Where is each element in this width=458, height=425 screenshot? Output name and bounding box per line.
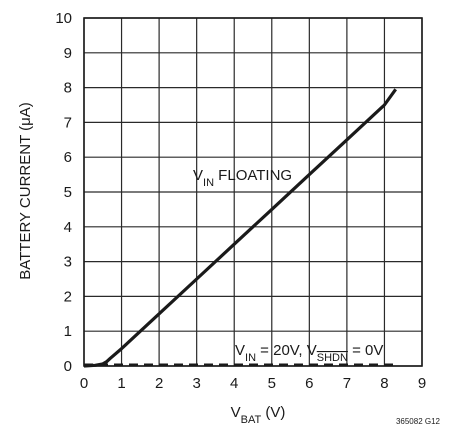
- x-tick-label: 4: [230, 375, 238, 392]
- x-axis-title: VBAT (V): [231, 404, 286, 425]
- grid: [83, 17, 423, 367]
- x-tick-label: 6: [305, 375, 313, 392]
- x-tick-label: 0: [80, 375, 88, 392]
- series-line-vin-floating: [83, 88, 397, 368]
- y-tick-label: 2: [64, 288, 72, 305]
- series-layer: [83, 88, 397, 368]
- y-tick-label: 10: [55, 10, 72, 27]
- y-tick-label: 7: [64, 114, 72, 131]
- x-tick-label: 2: [155, 375, 163, 392]
- y-tick-labels: 0 1 2 3 4 5 6 7 8 9 10: [55, 10, 72, 375]
- x-tick-label: 3: [192, 375, 200, 392]
- annotation-vin-shdn: VIN = 20V, VSHDN = 0V: [235, 342, 383, 364]
- y-tick-label: 5: [64, 184, 72, 201]
- x-tick-labels: 0 1 2 3 4 5 6 7 8 9: [80, 375, 426, 392]
- y-tick-label: 3: [64, 254, 72, 271]
- annotation-vin-floating: VIN FLOATING: [193, 167, 292, 189]
- x-tick-label: 7: [343, 375, 351, 392]
- x-tick-label: 9: [418, 375, 426, 392]
- x-tick-label: 1: [117, 375, 125, 392]
- y-tick-label: 0: [64, 358, 72, 375]
- x-tick-label: 5: [268, 375, 276, 392]
- y-axis-title: BATTERY CURRENT (μA): [17, 102, 34, 280]
- y-tick-label: 8: [64, 80, 72, 97]
- x-tick-label: 8: [380, 375, 388, 392]
- figure-code: 365082 G12: [396, 417, 441, 425]
- y-tick-label: 4: [64, 219, 72, 236]
- y-tick-label: 9: [64, 45, 72, 62]
- y-tick-label: 6: [64, 149, 72, 166]
- y-tick-label: 1: [64, 323, 72, 340]
